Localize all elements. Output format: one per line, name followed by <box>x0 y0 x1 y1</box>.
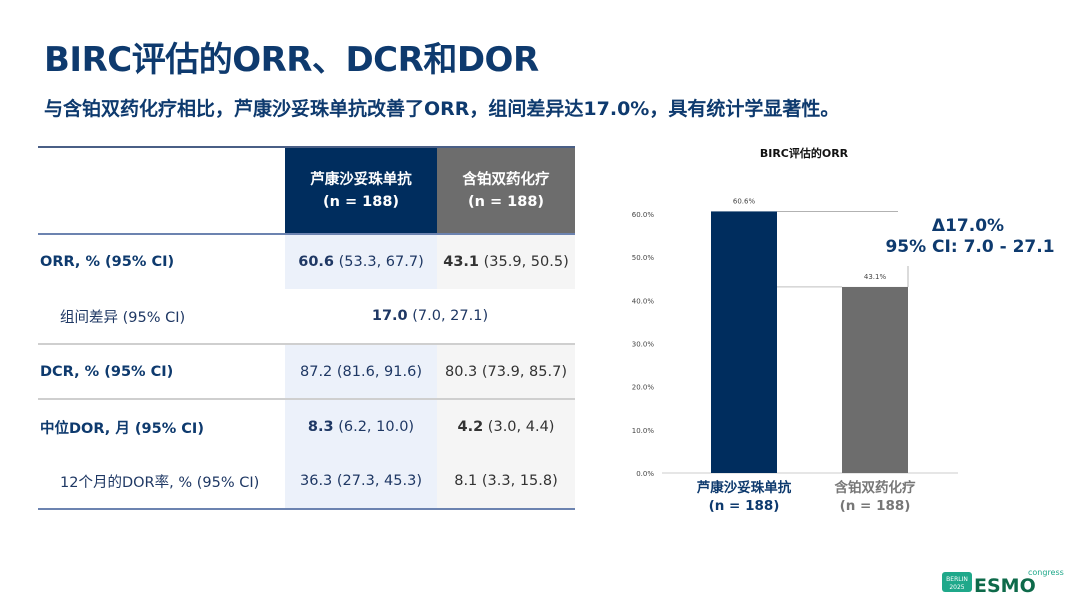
y-tick-label: 40.0% <box>632 297 655 305</box>
x-category-n: (n = 188) <box>709 498 780 514</box>
y-tick-label: 30.0% <box>632 341 655 349</box>
bar <box>711 211 777 473</box>
esmo-congress-logo: BERLIN 2025 ESMO congress <box>942 568 1064 595</box>
table-row: DCR, % (95% CI) 87.2 (81.6, 91.6) 80.3 (… <box>38 343 575 399</box>
bar <box>842 286 908 473</box>
table-header-row: 芦康沙妥珠单抗 (n = 188) 含铂双药化疗 (n = 188) <box>38 146 575 235</box>
x-category-label: 含铂双药化疗 <box>835 479 916 496</box>
y-tick-label: 50.0% <box>632 254 655 262</box>
header-arm-2: 含铂双药化疗 (n = 188) <box>437 146 575 235</box>
x-category-label: 芦康沙妥珠单抗 <box>697 479 792 496</box>
page-title: BIRC评估的ORR、DCR和DOR <box>44 40 539 80</box>
delta-annotation: Δ17.0% <box>932 216 1004 236</box>
y-tick-label: 60.0% <box>632 211 655 219</box>
svg-text:ESMO: ESMO <box>974 575 1036 595</box>
orr-bar-chart: BIRC评估的ORR 0.0% 10.0% 20.0% 30.0% 40.0% 50.0%… <box>632 146 1055 514</box>
table-row: 12个月的DOR率, % (95% CI) 36.3 (27.3, 45.3) … <box>38 454 575 510</box>
data-label: 43.1% <box>864 273 887 281</box>
header-arm-1: 芦康沙妥珠单抗 (n = 188) <box>285 146 437 235</box>
y-tick-label: 0.0% <box>636 470 654 478</box>
svg-text:congress: congress <box>1028 568 1064 577</box>
chart-title: BIRC评估的ORR <box>760 146 849 160</box>
page-subtitle: 与含铂双药化疗相比，芦康沙妥珠单抗改善了ORR，组间差异达17.0%，具有统计学… <box>44 98 840 120</box>
svg-text:BERLIN: BERLIN <box>946 576 968 583</box>
table-row: 中位DOR, 月 (95% CI) 8.3 (6.2, 10.0) 4.2 (3… <box>38 398 575 454</box>
ci-annotation: 95% CI: 7.0 - 27.1 <box>885 237 1054 257</box>
table-row: 组间差异 (95% CI) 17.0 (7.0, 27.1) <box>60 308 489 326</box>
x-category-n: (n = 188) <box>840 498 911 514</box>
table-row: ORR, % (95% CI) 60.6 (53.3, 67.7) 43.1 (… <box>38 234 575 289</box>
y-tick-label: 10.0% <box>632 427 655 435</box>
y-tick-label: 20.0% <box>632 384 655 392</box>
results-table: 芦康沙妥珠单抗 (n = 188) 含铂双药化疗 (n = 188) ORR, % … <box>38 146 575 510</box>
data-label: 60.6% <box>733 197 756 205</box>
svg-text:2025: 2025 <box>949 584 964 591</box>
